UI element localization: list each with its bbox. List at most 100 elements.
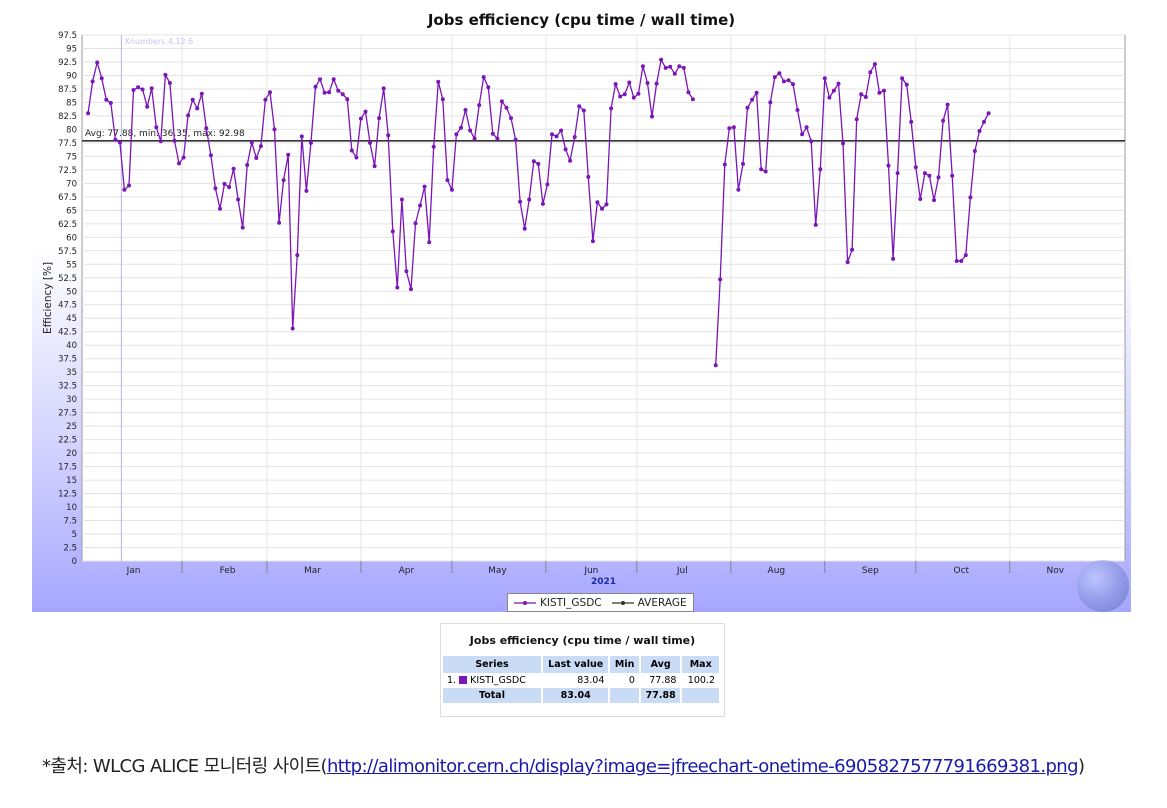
- data-point: [768, 100, 773, 105]
- data-point: [463, 108, 468, 112]
- data-point: [404, 269, 409, 274]
- data-point: [845, 260, 850, 265]
- data-point: [254, 156, 259, 160]
- data-point: [654, 81, 659, 86]
- x-tick-label: Apr: [399, 566, 415, 576]
- data-point: [750, 97, 755, 102]
- data-point: [468, 128, 473, 133]
- data-point: [850, 247, 855, 252]
- data-point: [231, 166, 236, 171]
- header-min: Min: [609, 656, 641, 673]
- data-point: [195, 106, 200, 111]
- data-point: [590, 239, 595, 244]
- y-tick-label: 95: [66, 44, 77, 54]
- data-point: [968, 195, 973, 200]
- y-tick-label: 25: [66, 422, 77, 432]
- y-tick-label: 7.5: [63, 517, 77, 527]
- data-point: [122, 187, 127, 192]
- data-point: [472, 136, 477, 141]
- total-min: [609, 688, 641, 703]
- series-cell: 1. KISTI_GSDC: [443, 673, 543, 688]
- series-color-swatch: [459, 676, 468, 684]
- data-point: [977, 129, 982, 133]
- source-suffix: ): [1077, 756, 1085, 777]
- y-tick-label: 45: [66, 314, 77, 324]
- data-point: [882, 88, 886, 93]
- data-point: [913, 165, 918, 170]
- data-point: [886, 163, 891, 168]
- data-point: [945, 102, 950, 107]
- y-tick-label: 52.5: [58, 274, 77, 284]
- data-point: [208, 153, 213, 158]
- data-point: [563, 147, 568, 152]
- data-point: [904, 82, 909, 87]
- data-point: [459, 125, 463, 130]
- y-axis-label: Efficiency [%]: [42, 262, 54, 334]
- y-tick-label: 97.5: [58, 31, 77, 41]
- data-point: [859, 92, 864, 97]
- data-point: [272, 127, 277, 132]
- data-point: [490, 131, 495, 136]
- data-point: [131, 88, 136, 92]
- data-point: [759, 167, 764, 172]
- y-tick-label: 90: [66, 71, 77, 81]
- data-point: [522, 226, 527, 231]
- data-point: [877, 90, 882, 95]
- header-last-value: Last value: [542, 656, 611, 673]
- data-point: [609, 106, 614, 111]
- data-point: [113, 137, 118, 142]
- data-point: [950, 173, 955, 178]
- y-tick-label: 0: [72, 557, 77, 567]
- legend-label-average: AVERAGE: [637, 596, 687, 609]
- x-tick-label: Feb: [220, 566, 236, 576]
- total-label: Total: [443, 688, 543, 703]
- y-tick-label: 17.5: [58, 463, 77, 473]
- data-point: [486, 85, 491, 90]
- data-point: [345, 97, 350, 102]
- data-point: [681, 65, 686, 70]
- chart-legend: KISTI_GSDC AVERAGE: [507, 593, 694, 612]
- data-point: [163, 72, 168, 77]
- data-point: [891, 256, 896, 261]
- x-tick-label: Jun: [583, 566, 598, 576]
- data-point: [104, 97, 109, 102]
- data-point: [90, 79, 95, 84]
- y-tick-label: 40: [66, 341, 77, 351]
- data-point: [227, 185, 232, 190]
- data-point: [149, 86, 154, 91]
- data-point: [668, 64, 673, 69]
- data-point: [418, 203, 423, 208]
- data-point: [327, 90, 332, 95]
- x-tick-label: Oct: [953, 566, 969, 576]
- y-tick-label: 15: [66, 476, 77, 486]
- y-tick-label: 22.5: [58, 436, 77, 446]
- y-tick-label: 20: [66, 449, 77, 459]
- data-point: [504, 105, 509, 110]
- x-tick-label: Jan: [126, 566, 141, 576]
- data-point: [795, 108, 800, 112]
- data-point: [86, 111, 91, 116]
- data-point: [581, 108, 586, 113]
- data-point: [245, 163, 250, 167]
- data-point: [399, 197, 404, 202]
- data-point: [722, 162, 727, 167]
- data-point: [240, 225, 245, 230]
- data-point: [263, 97, 268, 102]
- data-point: [954, 259, 959, 263]
- y-tick-label: 87.5: [58, 85, 77, 95]
- data-point: [386, 133, 391, 138]
- data-point: [427, 240, 432, 245]
- data-point: [618, 94, 623, 99]
- data-point: [218, 206, 222, 211]
- y-tick-label: 37.5: [58, 355, 77, 365]
- legend-item-kisti: KISTI_GSDC: [514, 597, 602, 609]
- data-point: [177, 161, 181, 166]
- data-point: [372, 164, 377, 169]
- data-point: [791, 82, 795, 87]
- source-link[interactable]: http://alimonitor.cern.ch/display?image=…: [326, 756, 1079, 777]
- data-point: [140, 87, 145, 92]
- data-point: [745, 105, 750, 110]
- data-point: [781, 79, 786, 84]
- data-point: [804, 125, 809, 130]
- data-point: [786, 78, 791, 83]
